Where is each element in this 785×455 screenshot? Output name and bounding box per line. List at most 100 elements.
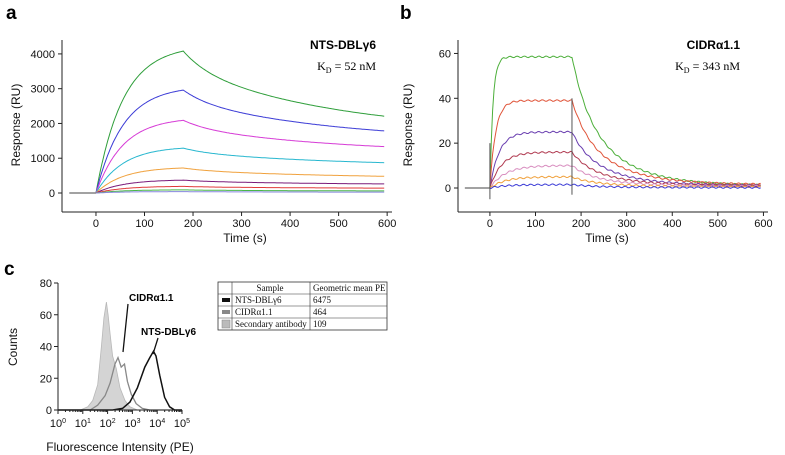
sensorgram-series-5 (95, 179, 385, 194)
table-row-sample: Secondary antibody (235, 319, 307, 329)
histogram-series-2 (58, 349, 182, 411)
chart-b-kd-value: = 343 nM (690, 59, 741, 73)
sensorgram-series-2 (95, 119, 385, 194)
sensorgram-series-0 (489, 55, 761, 189)
sensorgram-series-1 (95, 89, 385, 194)
x-tick-label: 600 (378, 218, 396, 230)
table-row-value: 464 (313, 307, 327, 317)
chart-b-kd-k: K (675, 59, 684, 73)
chart-b-xlabel: Time (s) (585, 231, 629, 245)
x-tick-exp: 2 (112, 418, 116, 425)
chart-c-xlabel: Fluorescence Intensity (PE) (46, 440, 193, 454)
sensorgram-series-6 (489, 183, 761, 190)
x-tick-label: 0 (487, 218, 493, 230)
x-tick-label: 0 (93, 218, 99, 230)
x-tick-label: 300 (232, 218, 250, 230)
chart-a-kd-sub: D (326, 66, 332, 75)
y-tick-label: 2000 (31, 118, 55, 130)
x-tick-base: 10 (149, 418, 161, 430)
x-tick-label: 400 (663, 218, 681, 230)
x-tick-exp: 4 (161, 418, 165, 425)
sensorgram-series-8 (95, 191, 385, 194)
x-tick-label: 200 (572, 218, 590, 230)
x-tick-label: 100 (135, 218, 153, 230)
panel-letter-c: c (4, 259, 15, 280)
x-tick-base: 10 (174, 418, 186, 430)
chart-a-series (69, 50, 385, 194)
x-tick-base: 10 (75, 418, 87, 430)
table-swatch-nts (222, 298, 230, 302)
x-tick-label: 500 (329, 218, 347, 230)
y-tick-label: 40 (439, 93, 451, 105)
histogram-secondary-antibody (58, 302, 182, 411)
table-header-geomean: Geometric mean PE (313, 283, 386, 293)
panel-letter-b: b (400, 3, 412, 24)
annotation-arrow-nts (152, 337, 159, 355)
chart-c-ylabel: Counts (6, 328, 20, 366)
sensorgram-series-7 (95, 189, 385, 194)
table-row-sample: CIDRα1.1 (235, 307, 272, 317)
geometric-mean-table: Sample Geometric mean PE NTS-DBLγ6 6475 … (217, 281, 388, 331)
x-tick-exp: 0 (62, 418, 66, 425)
table-row-value: 109 (313, 319, 327, 329)
x-tick-base: 10 (50, 418, 62, 430)
table-swatch-secondary (221, 319, 231, 329)
chart-b-kd: KD = 343 nM (675, 59, 740, 75)
y-tick-label: 60 (40, 310, 52, 322)
x-tick-label: 300 (617, 218, 635, 230)
chart-a-ylabel: Response (RU) (9, 84, 23, 167)
chart-a-axes: 0 100 200 300 400 500 600 0 1000 2000 3000 4000 (31, 40, 396, 230)
sensorgram-series-3 (489, 150, 761, 188)
x-tick-label: 100 (526, 218, 544, 230)
y-tick-label: 80 (40, 278, 52, 290)
x-tick-label: 500 (709, 218, 727, 230)
y-tick-label: 1000 (31, 153, 55, 165)
chart-b-title: CIDRα1.1 (687, 38, 741, 52)
panel-letter-a: a (6, 3, 17, 24)
y-tick-label: 60 (439, 48, 451, 60)
sensorgram-series-0 (95, 50, 385, 194)
chart-c-series (58, 302, 182, 411)
x-tick-label: 400 (281, 218, 299, 230)
y-tick-label: 0 (46, 405, 52, 417)
sensorgram-series-2 (489, 130, 761, 189)
x-tick-label: 200 (184, 218, 202, 230)
chart-b-ylabel: Response (RU) (401, 84, 415, 167)
x-tick-exp: 5 (186, 418, 190, 425)
sensorgram-series-6 (95, 185, 385, 194)
y-tick-label: 0 (49, 188, 55, 200)
chart-a-title: NTS-DBLγ6 (310, 38, 376, 52)
table-row-value: 6475 (313, 295, 332, 305)
chart-b-series (464, 55, 761, 200)
y-tick-label: 3000 (31, 84, 55, 96)
y-tick-label: 0 (445, 183, 451, 195)
y-tick-label: 20 (439, 138, 451, 150)
chart-a: 0 100 200 300 400 500 600 0 1000 2000 3000 4000 NTS… (9, 38, 396, 245)
chart-a-xlabel: Time (s) (223, 231, 267, 245)
chart-b-axes: 0 100 200 300 400 500 600 0 20 40 60 (439, 40, 773, 230)
histogram-series-1 (58, 355, 182, 411)
y-tick-label: 4000 (31, 49, 55, 61)
x-tick-base: 10 (100, 418, 112, 430)
x-tick-label: 103 (124, 418, 140, 430)
x-tick-exp: 3 (137, 418, 141, 425)
x-tick-label: 101 (75, 418, 91, 430)
x-tick-label: 600 (754, 218, 772, 230)
table-header-sample: Sample (257, 283, 284, 293)
y-tick-label: 20 (40, 373, 52, 385)
x-tick-label: 104 (149, 418, 165, 430)
table-swatch-cidr (222, 310, 230, 314)
x-tick-label: 105 (174, 418, 190, 430)
sensorgram-series-4 (489, 164, 761, 189)
chart-b: 0 100 200 300 400 500 600 0 20 40 60 CIDRα1.1 KD =… (401, 38, 773, 245)
chart-b-kd-sub: D (684, 66, 690, 75)
x-tick-base: 10 (124, 418, 136, 430)
y-tick-label: 40 (40, 342, 52, 354)
x-tick-label: 100 (50, 418, 66, 430)
chart-a-kd-value: = 52 nM (332, 59, 377, 73)
annotation-arrow-cidr (122, 303, 129, 353)
sensorgram-series-4 (95, 167, 385, 194)
